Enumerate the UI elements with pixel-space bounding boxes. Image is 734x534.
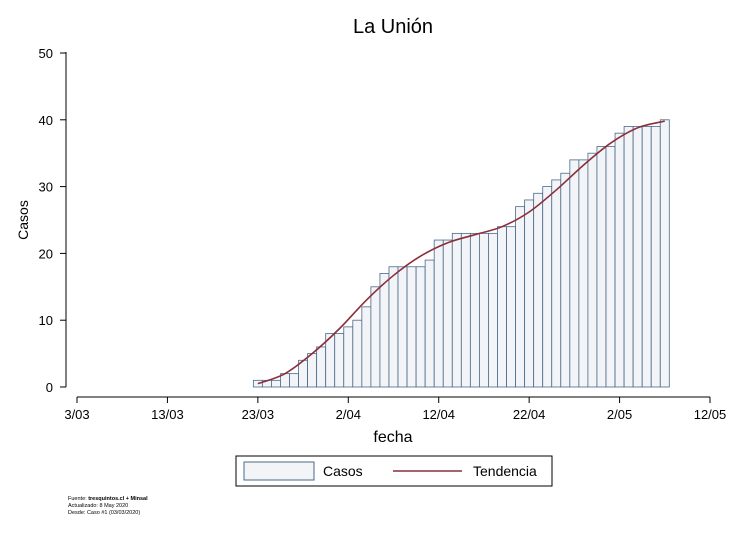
y-tick-label: 10 [39,313,53,328]
bar [623,126,634,388]
bar [271,379,281,388]
bar [587,152,598,388]
y-tick-label: 30 [39,180,53,195]
bar [479,232,489,388]
updated-line: Actualizado: 8 May 2020 [68,503,129,509]
y-tick-label: 0 [46,380,53,395]
bar [316,346,327,388]
bar [379,273,390,388]
source-prefix: Fuente: [68,496,89,502]
bars-group [252,119,670,388]
x-axis-title: fecha [373,429,412,446]
bar [361,306,372,388]
x-tick-label: 2/05 [607,407,632,422]
source-note: Fuente: tresquintos.cl + Minsal Actualiz… [68,496,148,517]
bar [560,172,571,388]
bar [497,226,507,388]
chart-title: La Unión [353,16,433,38]
bar [569,159,580,388]
bar [343,326,354,388]
bar [424,259,435,388]
trend-line [257,120,665,385]
x-ticks-group: 3/03 13/03 23/03 2/04 12/04 22/04 2/05 12/05 [64,397,726,422]
source-name: tresquintos.cl + Minsal [88,496,148,502]
x-tick-label: 2/04 [336,407,361,422]
since-line: Desde: Caso #1 (03/03/2020) [68,510,141,516]
bar [433,239,444,388]
bar [289,373,299,388]
bar [415,266,426,388]
x-tick-label: 12/04 [422,407,455,422]
bar [659,119,670,388]
x-tick-label: 3/03 [64,407,89,422]
bar [352,319,363,388]
y-tick-label: 40 [39,113,53,128]
axes-group [65,52,710,398]
bar [469,232,480,388]
bar [307,353,318,388]
y-tick-label: 20 [39,246,53,261]
bar [551,179,562,388]
y-ticks-group: 0 10 20 30 40 50 [39,46,66,395]
bar [596,146,607,388]
legend-casos-swatch [243,461,315,481]
x-tick-label: 12/05 [694,407,727,422]
source-line: Fuente: tresquintos.cl + Minsal [68,496,148,503]
bar [334,333,345,388]
bar [506,226,516,388]
bar [370,286,381,388]
bar [460,232,471,388]
bar [397,266,408,388]
y-axis-title: Casos [15,200,31,240]
bar [533,192,544,388]
bar [650,126,661,388]
bar [388,266,399,388]
bar [578,159,589,388]
y-tick-label: 50 [39,46,53,61]
x-tick-label: 22/04 [513,407,546,422]
legend: Casos Tendencia [235,455,553,487]
bar [542,186,553,388]
bar [451,232,462,388]
bar [641,126,652,388]
bar [488,232,498,388]
bar [406,266,417,388]
legend-tendencia-label: Tendencia [473,463,537,479]
bar [524,199,535,388]
x-tick-label: 13/03 [151,407,184,422]
legend-casos-label: Casos [323,463,363,479]
bar [515,206,526,388]
bar [614,132,625,388]
bar [605,146,616,388]
bar [442,239,453,388]
x-tick-label: 23/03 [242,407,275,422]
bar [632,126,643,388]
